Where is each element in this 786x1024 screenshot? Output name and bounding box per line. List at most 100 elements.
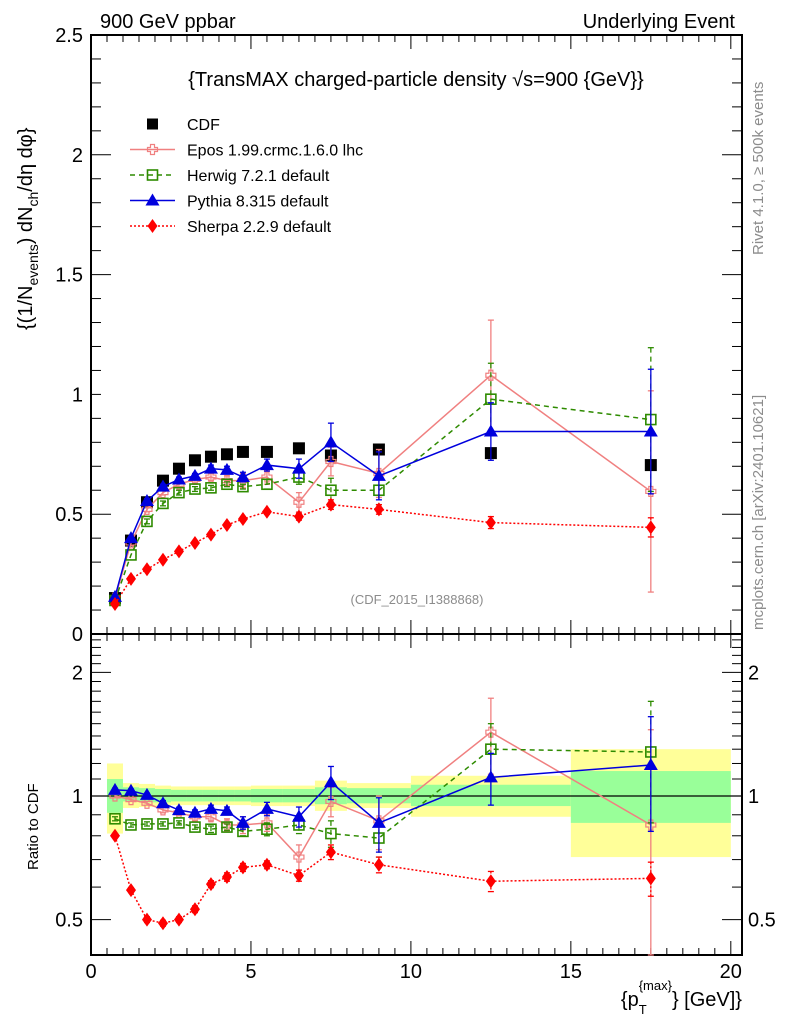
- x-tick-label: 5: [245, 961, 256, 983]
- header-left: 900 GeV ppbar: [100, 11, 236, 33]
- data-point: [293, 509, 304, 524]
- data-point: [157, 818, 169, 830]
- data-point: [485, 874, 496, 889]
- data-point: [261, 817, 273, 829]
- mcplots-label: mcplots.cern.ch [arXiv:2401.10621]: [750, 395, 767, 630]
- data-point: [483, 424, 498, 437]
- data-point: [325, 827, 337, 840]
- data-point: [235, 815, 250, 828]
- data-point: [235, 470, 250, 483]
- data-point: [171, 472, 186, 485]
- data-point: [219, 462, 234, 475]
- data-point: [155, 479, 170, 492]
- data-point: [189, 902, 200, 917]
- xlabel: {pT{max}} [GeV]}: [621, 978, 742, 1017]
- data-point: [373, 502, 384, 517]
- data-point: [485, 369, 497, 381]
- data-point: [221, 869, 232, 884]
- series-pythia: [107, 716, 658, 853]
- data-point: [325, 455, 337, 468]
- data-point: [157, 916, 168, 931]
- ratio-y-tick-label-right: 2: [748, 662, 759, 684]
- data-point: [141, 912, 152, 927]
- data-point: [139, 787, 154, 800]
- data-point: [325, 845, 336, 860]
- series-sherpa: [109, 828, 656, 931]
- data-point: [107, 782, 122, 795]
- data-point: [141, 797, 153, 809]
- data-point: [237, 511, 248, 526]
- chart-title: {TransMAX charged-particle density √s=90…: [188, 69, 644, 91]
- data-point: [293, 496, 305, 508]
- data-point: [172, 462, 185, 475]
- data-point: [125, 793, 137, 806]
- legend-entry: Herwig 7.2.1 default: [130, 168, 330, 185]
- data-point: [221, 517, 232, 532]
- data-point: [485, 515, 496, 530]
- data-point: [373, 857, 384, 872]
- legend-entry: CDF: [147, 117, 220, 134]
- data-point: [643, 757, 658, 770]
- data-point: [189, 821, 201, 833]
- data-point: [292, 442, 305, 455]
- ratio-y-tick-label-left: 2: [72, 662, 83, 684]
- data-point: [157, 552, 168, 567]
- series-pythia: [107, 368, 658, 602]
- ratio-ylabel: Ratio to CDF: [25, 783, 42, 870]
- data-point: [125, 571, 136, 586]
- data-point: [187, 805, 202, 818]
- data-point: [173, 817, 185, 829]
- data-point: [645, 520, 656, 535]
- data-point: [259, 458, 274, 471]
- data-point: [261, 823, 273, 836]
- legend-entry: Epos 1.99.crmc.1.6.0 lhc: [130, 143, 363, 160]
- legend-label: Sherpa 2.2.9 default: [187, 219, 332, 236]
- data-point: [189, 483, 201, 495]
- series-line: [114, 503, 651, 605]
- rivet-label: Rivet 4.1.0, ≥ 500k events: [750, 82, 767, 255]
- data-point: [109, 812, 121, 825]
- data-point: [259, 801, 274, 814]
- data-point: [260, 445, 273, 458]
- legend-marker: [147, 118, 158, 130]
- main-y-tick-label: 2: [72, 145, 83, 167]
- ratio-y-tick-label-left: 0.5: [55, 910, 83, 932]
- main-y-tick-label: 1.5: [55, 265, 83, 287]
- data-point: [261, 504, 272, 519]
- data-point: [123, 783, 138, 796]
- data-point: [141, 503, 153, 516]
- data-point: [107, 589, 122, 602]
- data-point: [219, 803, 234, 816]
- data-point: [323, 775, 338, 788]
- data-point: [645, 485, 657, 498]
- legend: CDF Epos 1.99.crmc.1.6.0 lhc Herwig 7.2.1 …: [130, 117, 363, 236]
- legend-label: CDF: [187, 117, 220, 134]
- data-point: [325, 497, 336, 512]
- data-point: [323, 435, 338, 448]
- data-point: [483, 770, 498, 783]
- data-point: [220, 448, 233, 461]
- main-y-tick-label: 1: [72, 384, 83, 406]
- data-point: [261, 471, 273, 483]
- data-point: [261, 857, 272, 872]
- data-point: [371, 468, 386, 481]
- data-point: [157, 497, 169, 510]
- analysis-tag: (CDF_2015_I1388868): [351, 592, 484, 607]
- main-ylabel: {(1/Nevents) dNch/dη dφ}: [15, 127, 41, 330]
- data-point: [485, 726, 497, 738]
- data-point: [188, 454, 201, 467]
- data-point: [643, 424, 658, 437]
- data-point: [205, 823, 217, 836]
- data-point: [205, 877, 216, 892]
- x-tick-label: 0: [85, 961, 96, 983]
- x-tick-label: 15: [560, 961, 582, 983]
- data-point: [141, 515, 153, 528]
- data-point: [109, 597, 120, 612]
- legend-label: Herwig 7.2.1 default: [187, 168, 330, 185]
- legend-label: Epos 1.99.crmc.1.6.0 lhc: [187, 143, 363, 160]
- data-point: [203, 801, 218, 814]
- data-point: [236, 445, 249, 458]
- legend-label: Pythia 8.315 default: [187, 194, 329, 211]
- legend-entry: Sherpa 2.2.9 default: [130, 219, 332, 236]
